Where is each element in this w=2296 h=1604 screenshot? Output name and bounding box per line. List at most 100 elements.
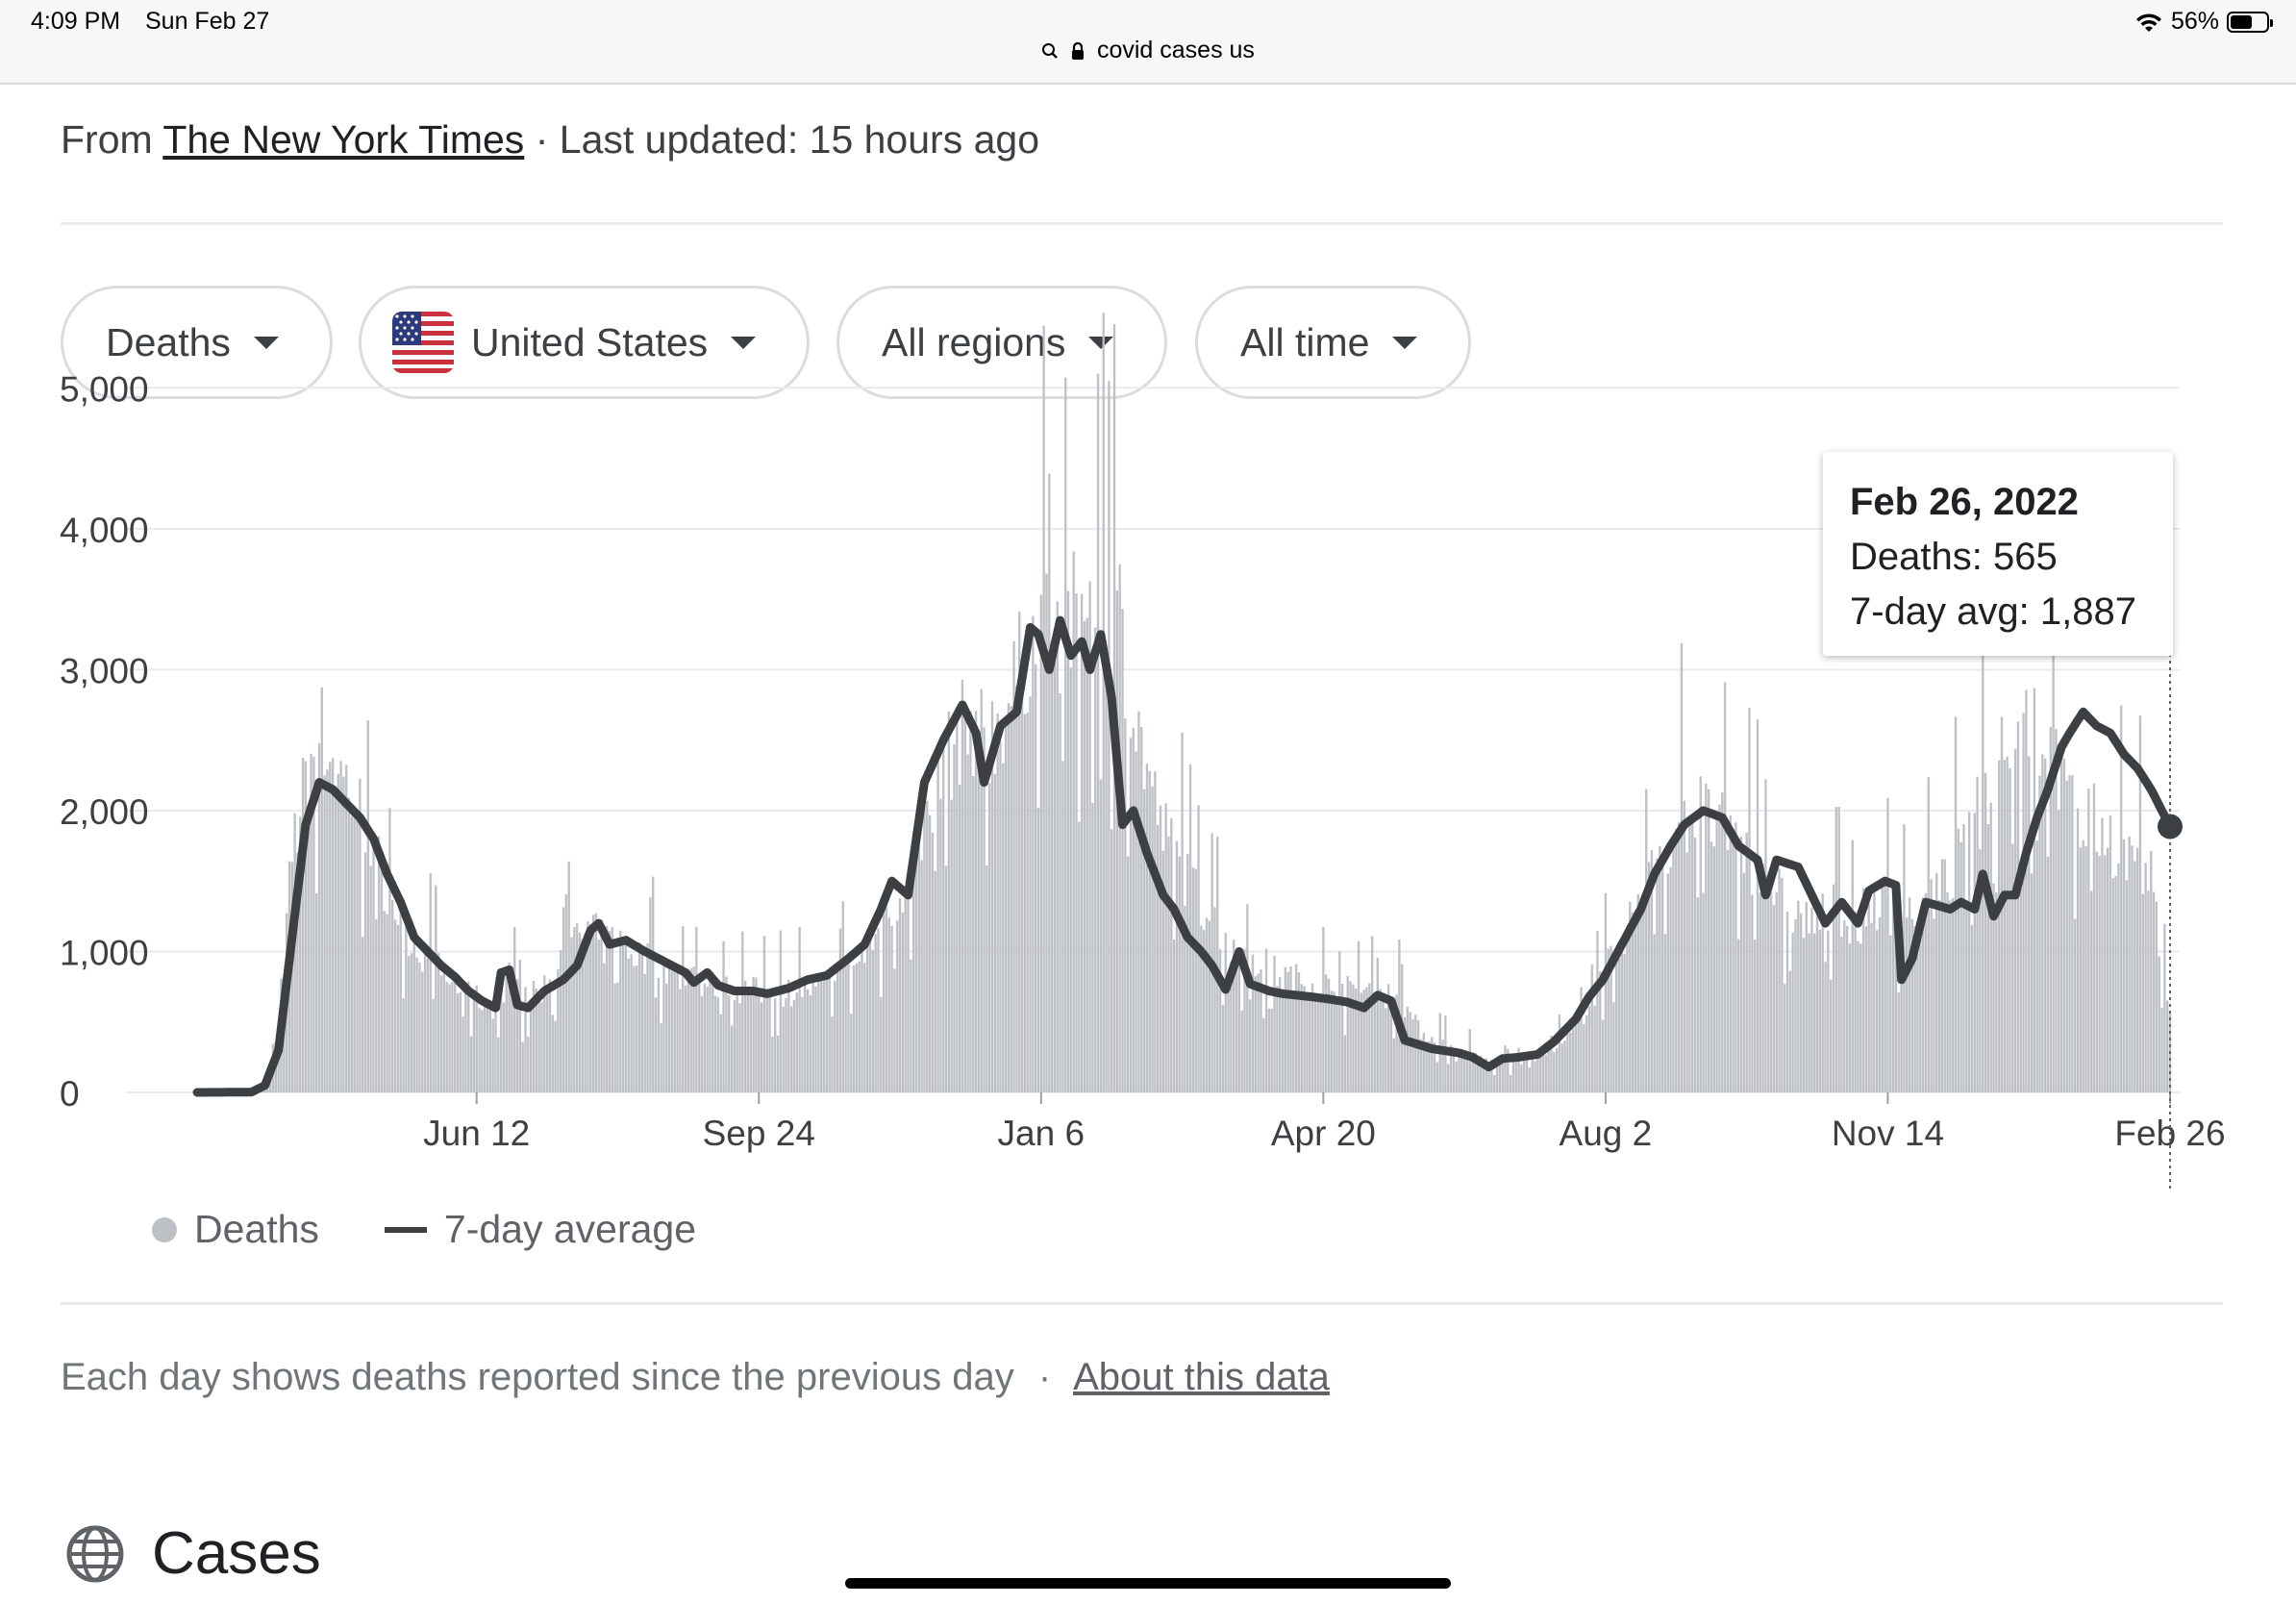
chart-bar [713, 995, 717, 1092]
chart-bar [388, 808, 391, 1092]
source-link[interactable]: The New York Times [162, 117, 525, 162]
chart-bar [809, 995, 812, 1092]
chart-bar [1053, 632, 1057, 1092]
chart-bar [253, 1090, 256, 1092]
chart-bar [1810, 907, 1813, 1092]
chart-bar [1015, 685, 1018, 1092]
time-range-dropdown[interactable]: All time [1195, 286, 1471, 399]
chart-bar [817, 975, 820, 1092]
search-icon [1042, 43, 1058, 60]
chart-bar [1753, 940, 1757, 1092]
chart-bar [459, 991, 462, 1092]
chart-bar [2074, 918, 2077, 1092]
chart-bar [1080, 593, 1084, 1092]
chart-bar [1389, 999, 1393, 1092]
chart-bar [326, 769, 329, 1092]
chart-bar [1732, 833, 1734, 1092]
chart-bar [532, 980, 536, 1092]
chart-bar [2035, 840, 2038, 1092]
chart-bar [719, 1014, 722, 1092]
chart-bar [1772, 905, 1776, 1092]
chart-bar [418, 962, 421, 1092]
us-flag-icon [392, 312, 454, 373]
chart-bar [1292, 995, 1295, 1092]
chart-bar [570, 937, 573, 1092]
chart-bar [2150, 850, 2153, 1092]
chart-bar [386, 914, 388, 1092]
tooltip-date: Feb 26, 2022 [1850, 481, 2079, 523]
chart-bar [491, 1018, 494, 1092]
chart-bar [1078, 821, 1081, 1092]
chart-bar [1913, 926, 1916, 1092]
chart-bar [1891, 895, 1895, 1092]
region-dropdown[interactable]: All regions [836, 286, 1167, 399]
chart-bar [345, 764, 348, 1092]
chart-bar [1411, 1018, 1414, 1092]
chart-bar [1683, 800, 1685, 1092]
chart-bar [1230, 961, 1233, 1092]
chart-bar [1669, 866, 1672, 1092]
chart-bar [2025, 689, 2028, 1092]
chart-bar [990, 701, 994, 1092]
chart-bar [1392, 1038, 1395, 1092]
chart-bar [1194, 868, 1197, 1092]
chart-bar [1566, 1033, 1569, 1092]
tooltip-deaths: Deaths: 565 [1850, 536, 2058, 578]
chart-bar [1026, 712, 1029, 1092]
metric-dropdown[interactable]: Deaths [61, 286, 333, 399]
chart-bar [1688, 815, 1691, 1092]
chart-bar [464, 988, 467, 1092]
chart-bar [811, 975, 814, 1092]
chart-bar [877, 928, 880, 1092]
chart-bar [415, 957, 418, 1092]
chart-bar [1111, 829, 1113, 1092]
chart-bar [1946, 891, 1949, 1092]
chart-bar [1338, 951, 1341, 1092]
chart-bar [2079, 847, 2083, 1092]
chart-bar [1170, 817, 1173, 1092]
chart-bar [1213, 907, 1216, 1092]
chart-bar [667, 963, 671, 1092]
chart-bar [310, 753, 312, 1092]
cases-section-header[interactable]: Cases [65, 1519, 321, 1588]
chart-bar [624, 942, 628, 1092]
about-data-link[interactable]: About this data [1073, 1356, 1330, 1398]
home-indicator[interactable] [845, 1578, 1451, 1589]
chart-bar [1857, 940, 1859, 1092]
battery-icon [2227, 11, 2273, 33]
chart-bar [1691, 817, 1694, 1092]
source-line: From The New York Times · Last updated: … [61, 117, 1039, 163]
chart-bar [2095, 851, 2098, 1092]
chart-bar [983, 727, 986, 1092]
chart-bar [1129, 738, 1133, 1092]
chart-bar [1797, 900, 1800, 1092]
chart-bar [478, 1008, 481, 1092]
chart-bar [1769, 880, 1773, 1092]
chart-bar [1813, 933, 1816, 1092]
chart-bar [1617, 958, 1621, 1092]
chart-bar [920, 860, 923, 1092]
chart-bar [1465, 1058, 1469, 1092]
chart-bar [814, 986, 817, 1092]
chart-bar [1096, 373, 1100, 1093]
chart-bar [1660, 865, 1664, 1092]
chart-bar [1042, 325, 1045, 1092]
chart-bar [649, 897, 652, 1092]
chart-bar [1471, 1052, 1474, 1092]
chart-bar [1382, 996, 1385, 1092]
chart-bar [633, 965, 636, 1092]
address-bar[interactable]: covid cases us [0, 37, 2296, 64]
chart-bar [1346, 976, 1349, 1092]
chart-bar [831, 1015, 834, 1092]
location-dropdown[interactable]: United States [359, 286, 810, 399]
chart-bar [1444, 1015, 1447, 1092]
chart-bar [1485, 1058, 1487, 1092]
chart-x-axis: Jun 12 Sep 24 Jan 6 Apr 20 Aug 2 Nov 14 Feb 26 [423, 1092, 2226, 1153]
chart-bar [1449, 1045, 1453, 1092]
chart-bar [315, 892, 318, 1092]
chart-bar [1930, 879, 1933, 1092]
footnote-separator: · [1037, 1356, 1052, 1398]
chart-bar [865, 944, 869, 1092]
chart-bar [1477, 1059, 1480, 1092]
chart-bar [1343, 1035, 1347, 1092]
